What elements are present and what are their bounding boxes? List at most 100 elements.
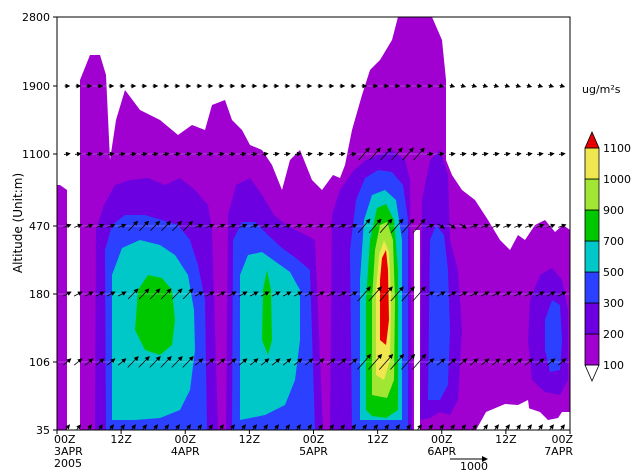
wind-vector: [327, 223, 336, 229]
wind-vector: [174, 424, 180, 430]
wind-vector: [535, 358, 545, 366]
reference-vector-label: 1000: [460, 460, 488, 473]
wind-vector: [437, 151, 445, 157]
wind-vector: [240, 424, 246, 430]
wind-vector: [305, 223, 314, 229]
x-tick-label: 12Z: [110, 433, 132, 446]
contour-band-1100: [380, 250, 389, 345]
wind-vector: [547, 151, 555, 157]
wind-vector: [348, 358, 358, 366]
wind-vector: [491, 291, 501, 297]
wind-vector: [160, 288, 172, 300]
colorbar-label: 300: [603, 297, 624, 310]
wind-vector: [559, 83, 566, 88]
wind-vector: [503, 223, 512, 229]
wind-vector: [85, 151, 93, 157]
wind-vector: [138, 288, 150, 300]
wind-vector: [401, 353, 416, 370]
wind-vector: [127, 356, 139, 368]
wind-vector: [470, 151, 478, 157]
wind-vector: [426, 223, 435, 229]
wind-vector: [129, 151, 137, 157]
wind-vector: [438, 83, 445, 88]
wind-vector: [160, 356, 172, 368]
wind-vector: [260, 291, 270, 297]
wind-vector: [514, 223, 523, 229]
wind-vector: [117, 291, 127, 297]
wind-vector: [401, 218, 415, 234]
wind-vector: [557, 358, 567, 366]
wind-vector: [391, 147, 403, 161]
reference-vector: 1000: [450, 456, 488, 473]
wind-vector: [205, 358, 215, 366]
wind-vector: [447, 291, 457, 297]
wind-vector: [327, 151, 335, 157]
colorbar-swatch: [584, 209, 600, 242]
contour-band-100: [57, 185, 68, 430]
wind-vector: [194, 291, 204, 297]
wind-vector: [184, 151, 192, 157]
wind-vector: [119, 424, 125, 430]
x-tick-date: 7APR: [544, 445, 573, 458]
wind-vector: [326, 358, 336, 366]
wind-vector: [447, 358, 457, 366]
wind-vector: [338, 151, 346, 157]
colorbar-swatch: [584, 333, 600, 366]
wind-vector: [239, 151, 247, 157]
wind-vector: [106, 291, 116, 297]
wind-vector: [73, 291, 83, 297]
wind-vector: [62, 291, 72, 297]
wind-vector: [317, 424, 323, 430]
wind-vector: [95, 358, 105, 366]
wind-vector: [163, 424, 169, 430]
wind-vector: [108, 424, 114, 430]
colorbar-unit: ug/m²s: [582, 83, 621, 96]
x-tick-date: 6APR: [427, 445, 456, 458]
wind-vector: [250, 151, 258, 157]
x-tick-label: 12Z: [239, 433, 261, 446]
wind-vector: [272, 151, 280, 157]
wind-vector: [379, 218, 393, 234]
wind-vector: [503, 151, 511, 157]
wind-vector: [162, 151, 170, 157]
contour-band-300: [545, 300, 562, 372]
wind-vector: [84, 291, 94, 297]
wind-vector: [524, 291, 534, 297]
x-tick-label: 00Z: [551, 433, 573, 446]
wind-vector: [427, 424, 433, 430]
wind-vector: [85, 223, 94, 229]
wind-vector: [459, 223, 467, 229]
wind-vector: [217, 151, 225, 157]
contour-gap: [476, 400, 532, 430]
wind-vector: [261, 223, 270, 229]
wind-vector: [207, 424, 213, 430]
wind-vector: [379, 353, 394, 370]
wind-vector: [282, 358, 292, 366]
wind-vector: [315, 291, 325, 297]
colorbar-label: 900: [603, 204, 624, 217]
wind-vector: [260, 358, 270, 366]
y-tick-label: 180: [29, 288, 50, 301]
wind-vector: [117, 358, 127, 366]
wind-vector: [271, 291, 281, 297]
wind-vector: [368, 218, 382, 234]
wind-vector: [368, 286, 382, 302]
wind-vector: [152, 424, 158, 430]
wind-vector: [513, 358, 523, 366]
wind-vector: [337, 358, 347, 366]
wind-vector: [481, 151, 489, 157]
y-tick-label: 470: [29, 220, 50, 233]
wind-vector: [469, 291, 479, 297]
contour-gap: [67, 17, 80, 430]
wind-vector: [107, 223, 116, 229]
wind-vector: [271, 358, 281, 366]
x-tick-label: 12Z: [367, 433, 389, 446]
wind-vector: [546, 358, 556, 366]
y-axis: 2800 1900 1100 470 180 106 35: [22, 11, 57, 437]
colorbar-label: 200: [603, 328, 624, 341]
wind-vector: [316, 223, 325, 229]
wind-vector: [558, 223, 567, 229]
wind-vector: [97, 424, 103, 430]
wind-vector: [141, 424, 147, 430]
wind-vector: [63, 151, 71, 157]
